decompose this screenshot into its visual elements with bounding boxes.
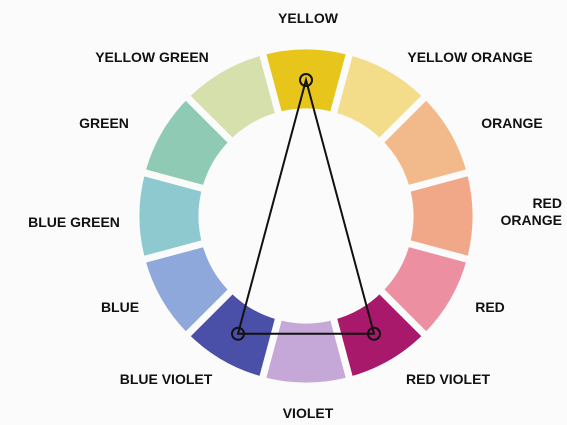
label: YELLOW [278, 10, 338, 27]
label: RED ORANGE [492, 195, 562, 229]
label: YELLOW GREEN [95, 49, 209, 66]
color-wheel-page: YELLOW YELLOW ORANGE ORANGE RED ORANGE R… [0, 0, 567, 425]
label: BLUE GREEN [28, 214, 120, 231]
label: ORANGE [481, 115, 542, 132]
label: BLUE [101, 299, 139, 316]
label: GREEN [79, 115, 129, 132]
label: VIOLET [283, 405, 334, 422]
label: BLUE VIOLET [120, 371, 213, 388]
label: RED VIOLET [406, 371, 490, 388]
label: YELLOW ORANGE [407, 49, 532, 66]
label: RED [475, 299, 505, 316]
